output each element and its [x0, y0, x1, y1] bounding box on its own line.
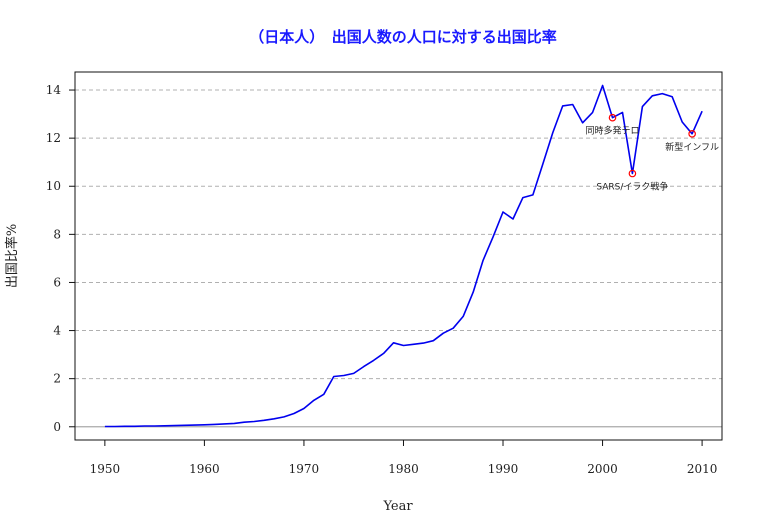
y-tick-label: 2: [53, 372, 61, 386]
plot-area: 同時多発テロ SARS/イラク戦争 新型インフル: [104, 84, 719, 428]
y-tick-label: 14: [46, 83, 62, 97]
series-line-0: [104, 84, 703, 428]
y-tick-label: 12: [46, 131, 61, 145]
y-axis-label: 出国比率%: [4, 224, 20, 288]
chart-title: （日本人） 出国人数の人口に対する出国比率: [249, 28, 557, 46]
event-label-2: 新型インフル: [665, 141, 719, 153]
x-tick-label: 1960: [189, 462, 220, 476]
y-tick-label: 6: [53, 275, 61, 289]
event-label-0: 同時多発テロ: [585, 125, 639, 137]
x-tick-label: 1980: [388, 462, 419, 476]
event-marker-2: [688, 130, 696, 138]
x-axis: 1950 1960 1970 1980 1990 2000 2010: [90, 440, 718, 476]
plot-frame: [74, 71, 723, 441]
x-axis-label: Year: [382, 499, 413, 514]
x-tick-label: 2010: [687, 462, 718, 476]
x-tick-label: 1950: [90, 462, 121, 476]
x-tick-label: 2000: [587, 462, 618, 476]
y-tick-label: 8: [53, 227, 61, 241]
y-axis: 0 2 4 6 8 10 12 14: [46, 83, 75, 434]
x-tick-label: 1990: [488, 462, 519, 476]
event-marker-1: [628, 169, 637, 178]
y-tick-label: 10: [46, 179, 61, 193]
y-tick-label: 4: [53, 324, 61, 338]
y-tick-label: 0: [53, 420, 61, 434]
event-marker-0: [608, 113, 617, 122]
x-tick-label: 1970: [289, 462, 320, 476]
grid-lines: [75, 89, 722, 428]
event-label-1: SARS/イラク戦争: [596, 181, 668, 193]
